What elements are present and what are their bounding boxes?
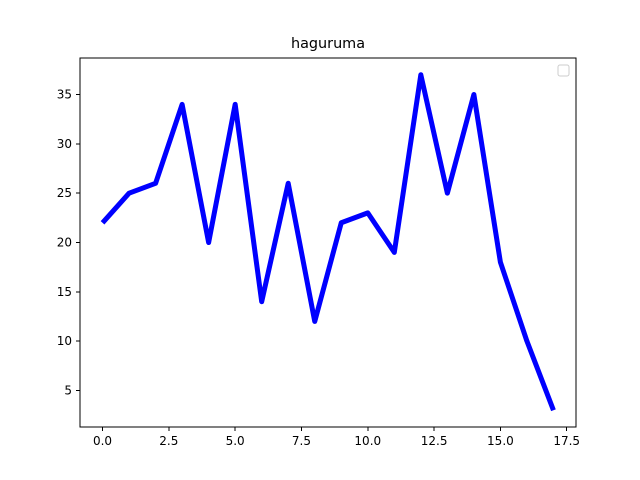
y-axis: 5 10 15 20 25 30 35: [57, 88, 80, 397]
series-layer: [100, 72, 556, 412]
y-tick-label: 35: [57, 88, 72, 102]
x-tick-label: 5.0: [226, 434, 245, 448]
chart-title: haguruma: [291, 36, 365, 52]
y-tick-label: 30: [57, 137, 72, 151]
x-tick-label: 12.5: [421, 434, 448, 448]
y-tick-label: 15: [57, 285, 72, 299]
series-line-0: [100, 72, 556, 412]
y-tick-label: 5: [64, 383, 72, 397]
y-tick-label: 10: [57, 334, 72, 348]
x-tick-label: 10.0: [354, 434, 381, 448]
x-tick-label: 17.5: [553, 434, 580, 448]
x-tick-label: 0.0: [93, 434, 112, 448]
x-tick-label: 7.5: [292, 434, 311, 448]
x-axis: 0.0 2.5 5.0 7.5 10.0 12.5 15.0 17.5: [93, 427, 580, 448]
x-tick-label: 2.5: [159, 434, 178, 448]
legend-box: [557, 64, 570, 77]
x-tick-label: 15.0: [487, 434, 514, 448]
y-tick-label: 25: [57, 186, 72, 200]
y-tick-label: 20: [57, 236, 72, 250]
